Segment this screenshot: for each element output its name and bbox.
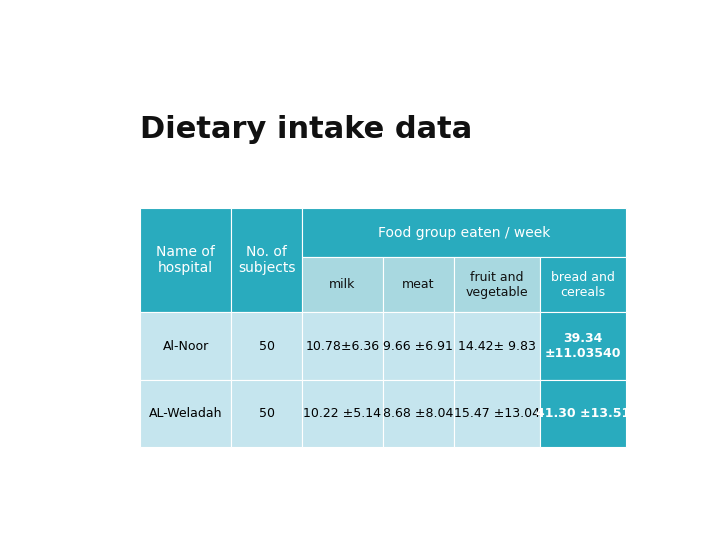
FancyBboxPatch shape [302, 208, 626, 257]
Text: Al-Noor: Al-Noor [163, 340, 209, 353]
Text: No. of
subjects: No. of subjects [238, 245, 295, 275]
Text: Food group eaten / week: Food group eaten / week [378, 226, 550, 240]
Text: Name of
hospital: Name of hospital [156, 245, 215, 275]
FancyBboxPatch shape [383, 312, 454, 380]
FancyBboxPatch shape [231, 380, 302, 447]
FancyBboxPatch shape [383, 257, 454, 312]
Text: Dietary intake data: Dietary intake data [140, 114, 472, 144]
Text: 39.34
±11.03540: 39.34 ±11.03540 [544, 332, 621, 360]
FancyBboxPatch shape [302, 380, 383, 447]
Text: 15.47 ±13.04: 15.47 ±13.04 [454, 407, 540, 420]
Text: 14.42± 9.83: 14.42± 9.83 [458, 340, 536, 353]
FancyBboxPatch shape [540, 257, 626, 312]
Text: meat: meat [402, 278, 435, 291]
FancyBboxPatch shape [140, 208, 231, 312]
Text: 10.22 ±5.14: 10.22 ±5.14 [304, 407, 382, 420]
Text: AL-Weladah: AL-Weladah [149, 407, 222, 420]
Text: 50: 50 [258, 407, 274, 420]
FancyBboxPatch shape [383, 380, 454, 447]
FancyBboxPatch shape [302, 312, 383, 380]
FancyBboxPatch shape [454, 257, 540, 312]
FancyBboxPatch shape [302, 257, 383, 312]
Text: 8.68 ±8.04: 8.68 ±8.04 [383, 407, 454, 420]
FancyBboxPatch shape [140, 380, 231, 447]
FancyBboxPatch shape [540, 380, 626, 447]
Text: 9.66 ±6.91: 9.66 ±6.91 [384, 340, 454, 353]
Text: fruit and
vegetable: fruit and vegetable [465, 271, 528, 299]
Text: bread and
cereals: bread and cereals [551, 271, 615, 299]
FancyBboxPatch shape [231, 208, 302, 312]
FancyBboxPatch shape [540, 312, 626, 380]
Text: 10.78±6.36: 10.78±6.36 [305, 340, 379, 353]
Text: milk: milk [329, 278, 356, 291]
FancyBboxPatch shape [454, 312, 540, 380]
Text: 50: 50 [258, 340, 274, 353]
FancyBboxPatch shape [454, 380, 540, 447]
FancyBboxPatch shape [140, 312, 231, 380]
Text: 41.30 ±13.51: 41.30 ±13.51 [536, 407, 630, 420]
FancyBboxPatch shape [231, 312, 302, 380]
